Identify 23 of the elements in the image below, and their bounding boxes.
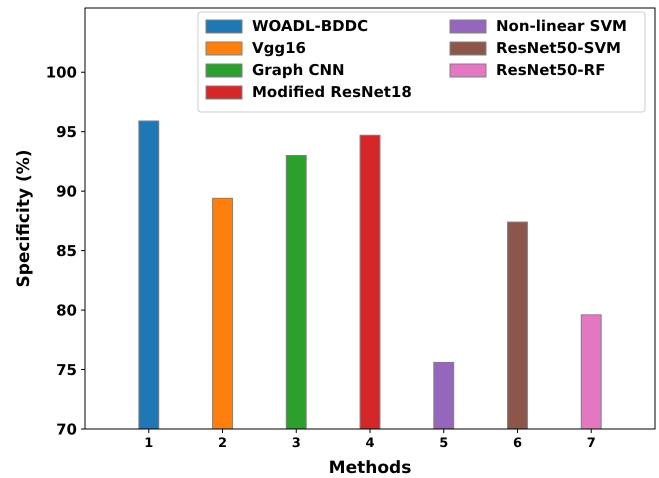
x-tick-label: 4 xyxy=(365,436,375,451)
x-tick-label: 7 xyxy=(586,436,596,451)
legend-label: ResNet50-RF xyxy=(496,61,606,79)
y-tick-label: 80 xyxy=(56,301,77,320)
legend-label: Non-linear SVM xyxy=(496,17,627,35)
y-tick-label: 90 xyxy=(56,182,77,200)
x-tick-label: 2 xyxy=(218,436,228,451)
y-tick-label: 85 xyxy=(56,242,77,260)
y-axis-title: Specificity (%) xyxy=(14,149,34,288)
legend-label: ResNet50-SVM xyxy=(496,39,621,57)
x-tick-label: 3 xyxy=(292,436,301,451)
legend-label: Modified ResNet18 xyxy=(252,83,412,101)
y-tick-label: 100 xyxy=(46,63,77,82)
y-tick-label: 70 xyxy=(56,420,77,438)
legend-label: Graph CNN xyxy=(252,61,345,79)
y-tick-label: 75 xyxy=(56,360,77,379)
legend-label: WOADL-BDDC xyxy=(252,17,368,35)
x-tick-label: 1 xyxy=(144,436,154,451)
y-tick-label: 95 xyxy=(56,122,77,141)
x-tick-label: 6 xyxy=(512,436,522,451)
x-tick-label: 5 xyxy=(439,436,448,451)
legend-label: Vgg16 xyxy=(252,39,306,57)
x-axis-title: Methods xyxy=(328,458,412,478)
